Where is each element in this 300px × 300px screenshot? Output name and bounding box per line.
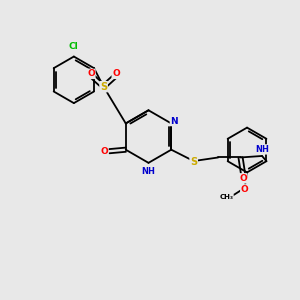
Text: O: O xyxy=(112,69,120,78)
Text: O: O xyxy=(239,174,247,183)
Text: O: O xyxy=(87,69,95,78)
Text: O: O xyxy=(241,185,248,194)
Text: NH: NH xyxy=(255,145,269,154)
Text: Cl: Cl xyxy=(69,42,79,51)
Text: CH₃: CH₃ xyxy=(219,194,233,200)
Text: S: S xyxy=(190,157,197,166)
Text: N: N xyxy=(170,116,178,125)
Text: NH: NH xyxy=(142,167,155,176)
Text: S: S xyxy=(100,82,107,92)
Text: O: O xyxy=(100,147,108,156)
